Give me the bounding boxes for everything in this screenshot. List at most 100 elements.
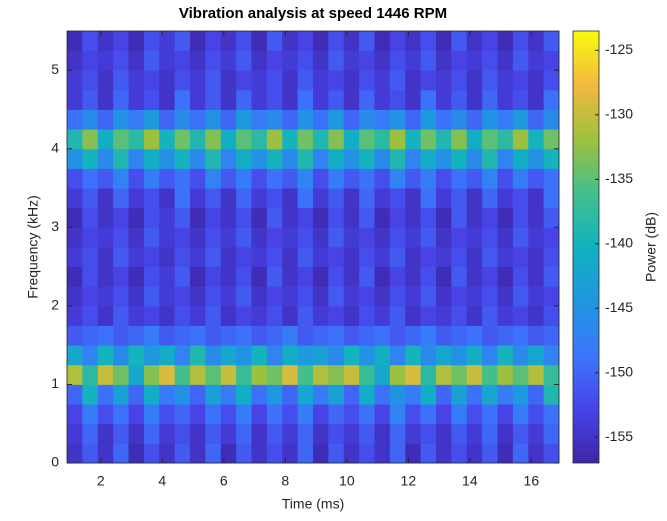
cell — [205, 404, 222, 425]
cell — [190, 305, 206, 326]
cell — [159, 247, 176, 268]
cell — [420, 443, 437, 464]
cell — [282, 207, 299, 228]
cell — [82, 247, 99, 268]
cell — [266, 227, 283, 248]
cell — [174, 188, 191, 209]
cell — [482, 207, 498, 228]
cell — [359, 325, 375, 346]
cell — [328, 89, 345, 110]
cell — [528, 188, 545, 209]
cell — [389, 109, 406, 130]
cell — [190, 266, 206, 287]
cell — [251, 148, 268, 169]
cell — [251, 443, 268, 464]
cell — [466, 364, 483, 385]
cell — [236, 266, 252, 287]
cell — [174, 168, 191, 189]
cell — [190, 423, 206, 444]
cell — [497, 109, 514, 130]
cell — [143, 207, 160, 228]
cell — [266, 286, 283, 307]
cell — [97, 443, 114, 464]
cell — [159, 109, 176, 130]
cell — [205, 286, 222, 307]
cell — [497, 345, 514, 366]
cell — [220, 404, 237, 425]
cell — [297, 364, 314, 385]
cell — [374, 443, 391, 464]
cell — [174, 345, 191, 366]
cell — [466, 148, 483, 169]
cell — [451, 286, 468, 307]
cell — [512, 345, 529, 366]
cell — [205, 148, 222, 169]
cell — [482, 31, 498, 52]
cell — [159, 325, 176, 346]
cell — [282, 168, 299, 189]
cell — [512, 109, 529, 130]
x-tick-label: 12 — [401, 473, 417, 489]
cell — [143, 247, 160, 268]
cell — [220, 364, 237, 385]
cell — [313, 345, 329, 366]
cell — [482, 129, 498, 150]
cell — [82, 423, 99, 444]
cell — [143, 89, 160, 110]
cell — [159, 129, 176, 150]
cell — [405, 423, 422, 444]
cell — [528, 286, 545, 307]
cell — [266, 443, 283, 464]
cell — [512, 423, 529, 444]
cell — [128, 50, 145, 71]
cell — [359, 109, 375, 130]
cell — [174, 286, 191, 307]
cell — [359, 384, 375, 405]
cell — [190, 129, 206, 150]
y-tick-label: 3 — [51, 218, 59, 234]
cell — [159, 423, 176, 444]
cell — [143, 384, 160, 405]
cell — [466, 31, 483, 52]
cell — [420, 384, 437, 405]
cell — [389, 129, 406, 150]
cell — [236, 286, 252, 307]
cell — [328, 325, 345, 346]
cell — [436, 188, 452, 209]
cell — [266, 207, 283, 228]
cell — [543, 423, 560, 444]
cell — [220, 227, 237, 248]
cell — [543, 89, 560, 110]
cell — [451, 423, 468, 444]
cell — [466, 266, 483, 287]
cell — [451, 109, 468, 130]
cell — [236, 227, 252, 248]
cell — [328, 129, 345, 150]
cell — [543, 109, 560, 130]
cell — [451, 129, 468, 150]
cell — [313, 89, 329, 110]
cell — [205, 89, 222, 110]
cell — [528, 129, 545, 150]
cell — [159, 50, 176, 71]
cell — [389, 404, 406, 425]
cell — [297, 384, 314, 405]
cell — [251, 50, 268, 71]
cell — [466, 207, 483, 228]
colorbar-tick-label: -130 — [605, 106, 633, 122]
cell — [159, 384, 176, 405]
cell — [113, 31, 129, 52]
cell — [528, 168, 545, 189]
cell — [451, 188, 468, 209]
cell — [405, 168, 422, 189]
cell — [512, 50, 529, 71]
cell — [482, 148, 498, 169]
cell — [97, 345, 114, 366]
cell — [236, 168, 252, 189]
cell — [297, 109, 314, 130]
cell — [420, 129, 437, 150]
cell — [159, 31, 176, 52]
cell — [67, 364, 83, 385]
cell — [497, 50, 514, 71]
